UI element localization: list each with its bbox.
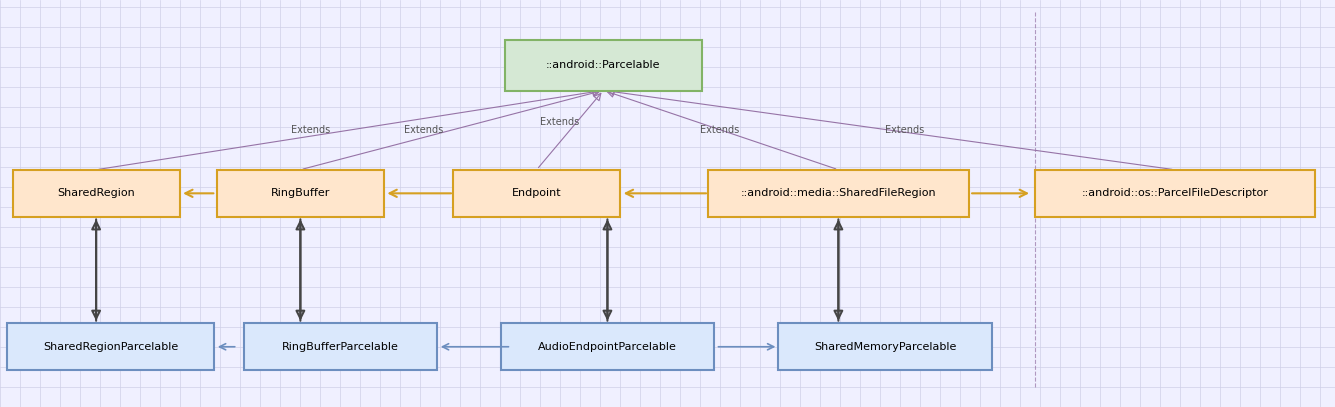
FancyBboxPatch shape bbox=[8, 323, 214, 370]
Text: Extends: Extends bbox=[403, 125, 443, 135]
Text: AudioEndpointParcelable: AudioEndpointParcelable bbox=[538, 342, 677, 352]
Text: ::android::os::ParcelFileDescriptor: ::android::os::ParcelFileDescriptor bbox=[1081, 188, 1268, 198]
Text: RingBuffer: RingBuffer bbox=[271, 188, 330, 198]
Text: Extends: Extends bbox=[541, 117, 579, 127]
Text: Extends: Extends bbox=[700, 125, 740, 135]
FancyBboxPatch shape bbox=[501, 323, 714, 370]
FancyBboxPatch shape bbox=[216, 170, 384, 217]
FancyBboxPatch shape bbox=[12, 170, 179, 217]
Text: SharedMemoryParcelable: SharedMemoryParcelable bbox=[814, 342, 956, 352]
Text: RingBufferParcelable: RingBufferParcelable bbox=[282, 342, 399, 352]
Text: ::android::media::SharedFileRegion: ::android::media::SharedFileRegion bbox=[741, 188, 936, 198]
Text: ::android::Parcelable: ::android::Parcelable bbox=[546, 60, 661, 70]
Text: SharedRegionParcelable: SharedRegionParcelable bbox=[43, 342, 179, 352]
FancyBboxPatch shape bbox=[778, 323, 992, 370]
FancyBboxPatch shape bbox=[243, 323, 438, 370]
FancyBboxPatch shape bbox=[505, 40, 702, 91]
Text: Extends: Extends bbox=[885, 125, 924, 135]
FancyBboxPatch shape bbox=[708, 170, 969, 217]
FancyBboxPatch shape bbox=[454, 170, 621, 217]
FancyBboxPatch shape bbox=[1035, 170, 1315, 217]
Text: SharedRegion: SharedRegion bbox=[57, 188, 135, 198]
Text: Endpoint: Endpoint bbox=[511, 188, 562, 198]
Text: Extends: Extends bbox=[291, 125, 331, 135]
